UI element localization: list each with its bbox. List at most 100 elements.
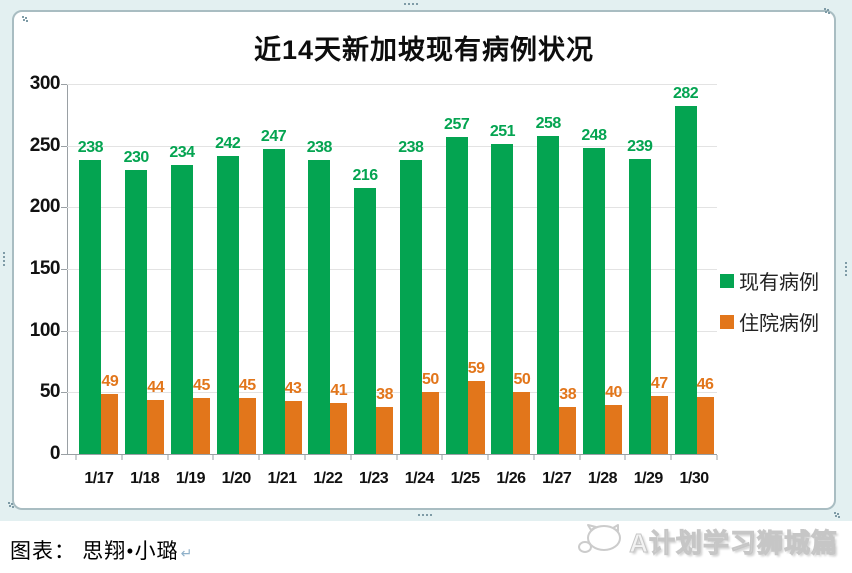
bar-group-1-23: 216 38 (351, 84, 397, 454)
bar-hospitalized-cases: 50 (513, 371, 531, 454)
x-tick-label: 1/27 (542, 470, 572, 487)
resize-handle-topright-icon[interactable] (824, 8, 826, 10)
bar-group-1-29: 239 47 (625, 84, 671, 454)
bar-value-label: 234 (169, 144, 195, 161)
x-tick-label: 1/26 (496, 470, 526, 487)
y-tick-label: 250 (29, 135, 61, 156)
x-tick-label: 1/17 (84, 470, 114, 487)
bar-value-label: 242 (215, 135, 241, 152)
x-tick-mark-icon (533, 455, 535, 460)
resize-handle-bottomright-icon[interactable] (834, 512, 836, 514)
bar-existing-cases: 258 (536, 115, 561, 454)
x-tick-mark-icon (716, 455, 718, 460)
resize-handle-right-icon[interactable] (845, 262, 847, 264)
bar-hospitalized-cases: 43 (284, 380, 302, 454)
bar-existing-cases: 282 (673, 85, 699, 454)
y-tick-label: 50 (39, 381, 61, 402)
bar-value-label: 38 (376, 386, 393, 403)
x-tick-mark-icon (304, 455, 306, 460)
bar-group-1-30: 282 46 (671, 84, 717, 454)
x-tick-label: 1/20 (221, 470, 252, 487)
y-tick-mark-icon (61, 454, 67, 455)
bar-value-label: 44 (147, 379, 165, 396)
bar-value-label: 50 (421, 371, 439, 388)
bar-value-label: 239 (627, 138, 653, 155)
bar-existing-cases: 234 (169, 144, 195, 454)
resize-handle-topleft-icon[interactable] (22, 16, 24, 18)
bar-value-label: 282 (672, 85, 699, 102)
legend-label: 现有病例 (739, 272, 819, 294)
bar-hospitalized-cases: 38 (376, 386, 393, 454)
bar-group-1-24: 238 50 (396, 84, 442, 454)
legend-swatch-green-icon (720, 273, 734, 288)
bar-hospitalized-cases: 40 (604, 384, 622, 454)
x-tick-mark-icon (167, 455, 169, 460)
bar-value-label: 59 (467, 360, 485, 377)
bar-value-label: 43 (284, 380, 302, 397)
x-tick-mark-icon (212, 455, 214, 460)
y-tick-mark-icon (61, 331, 67, 332)
bar-value-label: 251 (489, 123, 516, 140)
bars-row: 238 49 230 44 234 45 242 45 247 43 238 41 216 38 238 50… (76, 84, 717, 454)
bar-value-label: 248 (581, 127, 607, 144)
y-tick-label: 300 (29, 73, 61, 94)
bar-value-label: 41 (330, 382, 348, 399)
gridline (67, 146, 717, 147)
bar-value-label: 38 (559, 386, 577, 403)
x-tick-mark-icon (396, 455, 397, 460)
bar-existing-cases: 230 (124, 149, 149, 454)
plot-area: 238 49 230 44 234 45 242 45 247 43 238 41 216 38 238 50… (67, 84, 717, 454)
x-tick-mark-icon (75, 455, 77, 460)
x-tick-label: 1/22 (313, 470, 343, 487)
bar-group-1-20: 242 45 (213, 84, 259, 454)
x-tick-label: 1/24 (404, 470, 435, 487)
y-tick-mark-icon (61, 207, 67, 208)
bar-group-1-27: 258 38 (534, 84, 580, 454)
gridline (67, 392, 717, 393)
legend-item-existing-cases: 现有病例 (720, 266, 819, 295)
y-tick-label: 0 (49, 443, 61, 464)
x-tick-label: 1/25 (450, 470, 481, 487)
bar-group-1-28: 248 40 (580, 84, 626, 454)
bar-value-label: 238 (77, 139, 104, 156)
bar-hospitalized-cases: 38 (559, 386, 577, 454)
bar-existing-cases: 257 (444, 116, 470, 454)
y-tick-label: 150 (29, 258, 61, 279)
x-tick-mark-icon (670, 455, 672, 460)
bar-value-label: 45 (193, 377, 210, 394)
bar-hospitalized-cases: 44 (147, 379, 165, 454)
resize-handle-top-icon[interactable] (404, 3, 406, 5)
bar-existing-cases: 247 (261, 128, 287, 454)
resize-handle-bottom-icon[interactable] (418, 514, 420, 516)
bar-hospitalized-cases: 49 (101, 373, 119, 454)
bar-existing-cases: 238 (398, 139, 424, 454)
bar-value-label: 40 (605, 384, 622, 401)
x-tick-mark-icon (487, 455, 489, 460)
chart-caption: 图表： 思翔•小璐 ↵ (10, 535, 193, 565)
gridline (67, 269, 717, 270)
x-tick-mark-icon (579, 455, 581, 460)
x-axis-line (67, 454, 717, 455)
bar-existing-cases: 239 (627, 138, 653, 454)
bar-existing-cases: 238 (307, 139, 332, 454)
bar-value-label: 258 (535, 115, 562, 132)
x-tick-label: 1/30 (679, 470, 709, 487)
bar-value-label: 46 (696, 376, 714, 393)
x-tick-mark-icon (121, 455, 123, 460)
legend: 现有病例 住院病例 (720, 266, 819, 336)
x-tick-mark-icon (441, 455, 443, 460)
bar-hospitalized-cases: 50 (421, 371, 439, 454)
legend-label: 住院病例 (739, 313, 819, 335)
resize-handle-bottomleft-icon[interactable] (8, 502, 10, 504)
bar-group-1-22: 238 41 (305, 84, 351, 454)
x-tick-mark-icon (258, 455, 260, 460)
bar-existing-cases: 248 (581, 127, 607, 454)
bar-hospitalized-cases: 41 (330, 382, 348, 454)
x-axis-ticks (75, 455, 718, 461)
bar-group-1-26: 251 50 (488, 84, 534, 454)
resize-handle-left-icon[interactable] (3, 252, 5, 254)
chart-object[interactable]: 近14天新加坡现有病例状况 238 49 230 44 234 45 242 45 247 43 2… (12, 10, 836, 510)
x-tick-label: 1/19 (175, 470, 206, 487)
bar-value-label: 216 (352, 167, 378, 184)
gridline (67, 331, 717, 332)
